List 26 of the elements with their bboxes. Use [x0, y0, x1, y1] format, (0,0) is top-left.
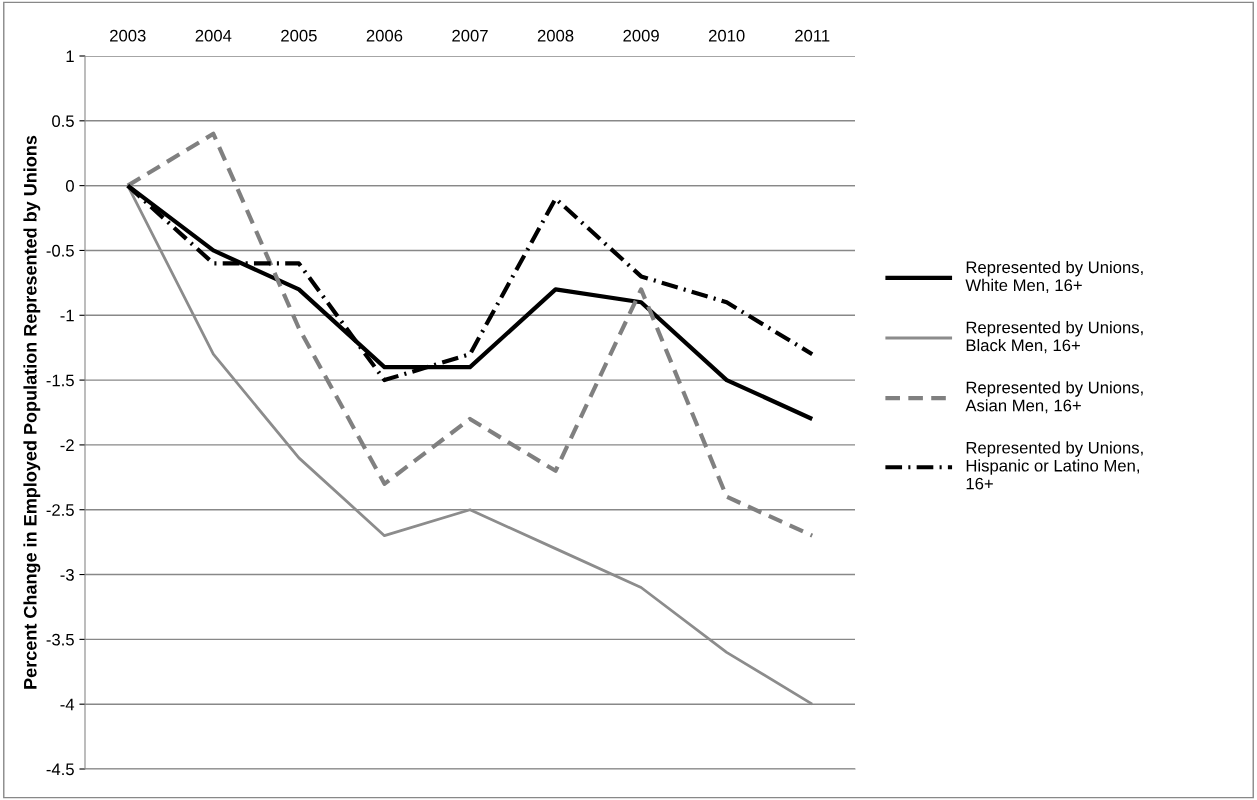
y-tick-label: -4.5 — [46, 763, 74, 776]
x-tick-label: 2007 — [452, 29, 488, 42]
x-tick-label: 2004 — [195, 29, 232, 42]
y-tick-label: -4 — [60, 698, 75, 711]
y-tick-label: 0.5 — [52, 115, 74, 128]
y-tick-label: -1 — [60, 309, 74, 322]
y-tick-label: 1 — [66, 50, 74, 63]
legend-label: Represented by Unions, Hispanic or Latino Men, 16+ — [966, 441, 1143, 490]
y-tick-label: -1.5 — [46, 374, 74, 387]
y-tick-label: 0 — [65, 180, 74, 192]
x-tick-label: 2011 — [795, 29, 830, 42]
y-tick-label: -2 — [60, 439, 74, 451]
x-tick-label: 2006 — [366, 29, 403, 42]
x-tick-label: 2008 — [537, 29, 574, 42]
x-tick-label: 2010 — [708, 29, 745, 42]
x-tick-label: 2005 — [281, 29, 317, 42]
x-tick-label: 2003 — [110, 29, 146, 42]
y-axis-title: Percent Change in Employed Population Represented by Unions — [23, 135, 41, 689]
legend-label: Represented by Unions, White Men, 16+ — [965, 260, 1143, 294]
legend-label: Represented by Unions, Asian Men, 16+ — [965, 381, 1143, 414]
y-tick-label: -3.5 — [46, 633, 74, 646]
y-tick-label: -3 — [60, 568, 74, 581]
y-tick-label: -2.5 — [46, 504, 74, 516]
y-tick-label: -0.5 — [46, 244, 74, 257]
x-tick-label: 2009 — [623, 29, 659, 42]
legend-label: Represented by Unions, Black Men, 16+ — [966, 321, 1143, 354]
